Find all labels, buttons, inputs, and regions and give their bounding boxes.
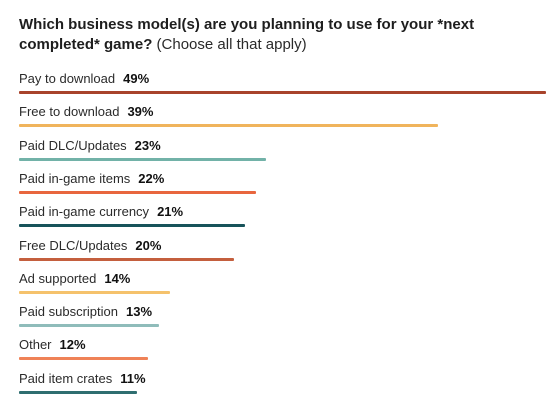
bar-row-text: Paid DLC/Updates 23% xyxy=(19,138,161,154)
chart-subtitle: (Choose all that apply) xyxy=(156,36,307,53)
chart-title-block: Which business model(s) are you planning… xyxy=(19,15,549,55)
bar xyxy=(19,357,149,361)
bar-row-text: Ad supported 14% xyxy=(19,271,130,287)
bar xyxy=(19,91,546,94)
bar xyxy=(19,124,439,128)
bar xyxy=(19,257,235,261)
category-label: Free to download xyxy=(19,104,120,120)
value-label: 23% xyxy=(134,137,161,153)
bar-row-text: Paid subscription 13% xyxy=(19,304,152,320)
value-label: 21% xyxy=(157,204,184,220)
bar-row-text: Paid in-game items 22% xyxy=(19,171,164,187)
bar xyxy=(19,390,138,394)
category-label: Paid DLC/Updates xyxy=(19,137,127,153)
category-label: Ad supported xyxy=(19,270,97,286)
bar xyxy=(19,190,256,194)
category-label: Paid item crates xyxy=(19,370,113,386)
bar xyxy=(19,157,267,161)
category-label: Free DLC/Updates xyxy=(19,237,128,253)
bar-row-text: Free DLC/Updates 20% xyxy=(19,238,161,254)
value-label: 39% xyxy=(127,104,154,120)
bar-row-text: Pay to download 49% xyxy=(19,71,149,87)
bar xyxy=(19,290,170,294)
bar-row-text: Other 12% xyxy=(19,337,86,353)
category-label: Paid in-game currency xyxy=(19,204,150,220)
chart-title: Which business model(s) are you planning… xyxy=(19,16,475,53)
category-label: Other xyxy=(19,337,52,353)
category-label: Pay to download xyxy=(19,71,116,86)
bar-row-text: Paid in-game currency 21% xyxy=(19,204,183,220)
value-label: 49% xyxy=(123,71,150,86)
value-label: 22% xyxy=(138,170,165,186)
category-label: Paid subscription xyxy=(19,304,118,320)
bar-row-text: Paid item crates 11% xyxy=(19,371,146,387)
value-label: 11% xyxy=(120,370,146,386)
bar xyxy=(19,224,245,228)
bar xyxy=(19,324,159,328)
value-label: 20% xyxy=(135,237,162,253)
value-label: 12% xyxy=(59,337,86,353)
bar-row-text: Free to download 39% xyxy=(19,104,153,120)
value-label: 13% xyxy=(126,304,153,320)
value-label: 14% xyxy=(104,270,131,286)
category-label: Paid in-game items xyxy=(19,170,131,186)
